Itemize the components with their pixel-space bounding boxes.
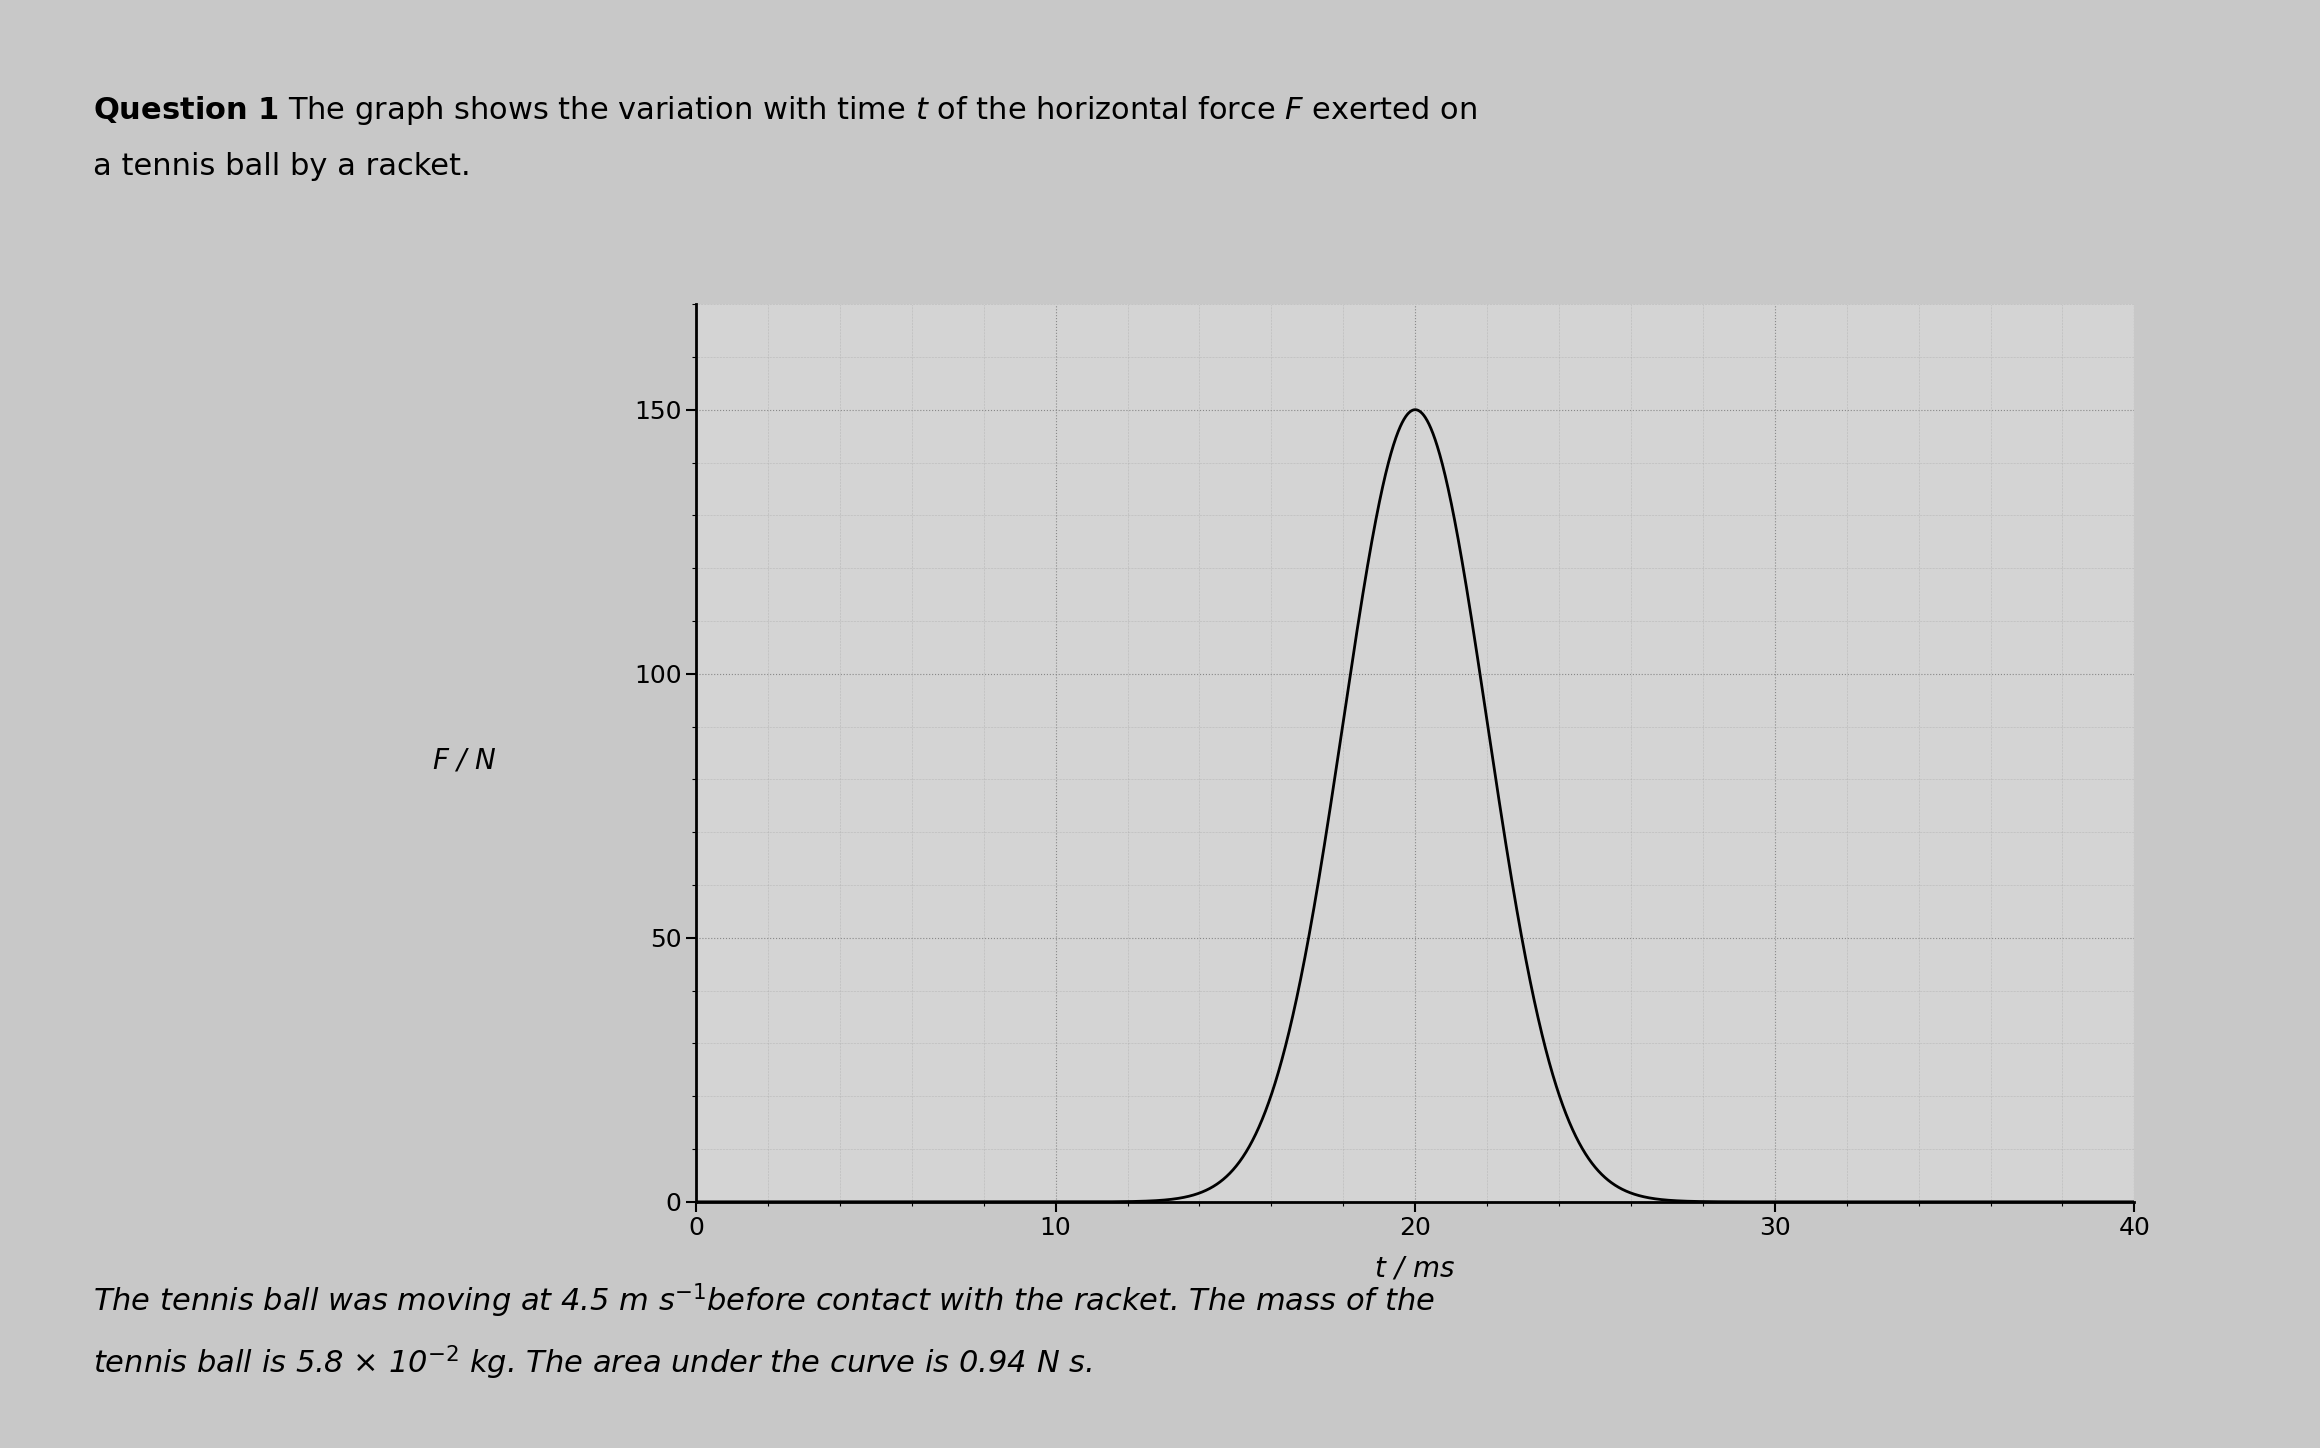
X-axis label: t / ms: t / ms xyxy=(1376,1254,1455,1283)
Text: a tennis ball by a racket.: a tennis ball by a racket. xyxy=(93,152,471,181)
Text: The tennis ball was moving at 4.5 m s$^{-1}$before contact with the racket. The : The tennis ball was moving at 4.5 m s$^{… xyxy=(93,1281,1434,1321)
Text: tennis ball is 5.8 $\times$ 10$^{-2}$ kg. The area under the curve is 0.94 N s.: tennis ball is 5.8 $\times$ 10$^{-2}$ kg… xyxy=(93,1344,1093,1383)
Text: $\mathbf{Question\ 1}$ The graph shows the variation with time $t$ of the horizo: $\mathbf{Question\ 1}$ The graph shows t… xyxy=(93,94,1478,127)
Text: $F$ / N: $F$ / N xyxy=(432,746,496,775)
